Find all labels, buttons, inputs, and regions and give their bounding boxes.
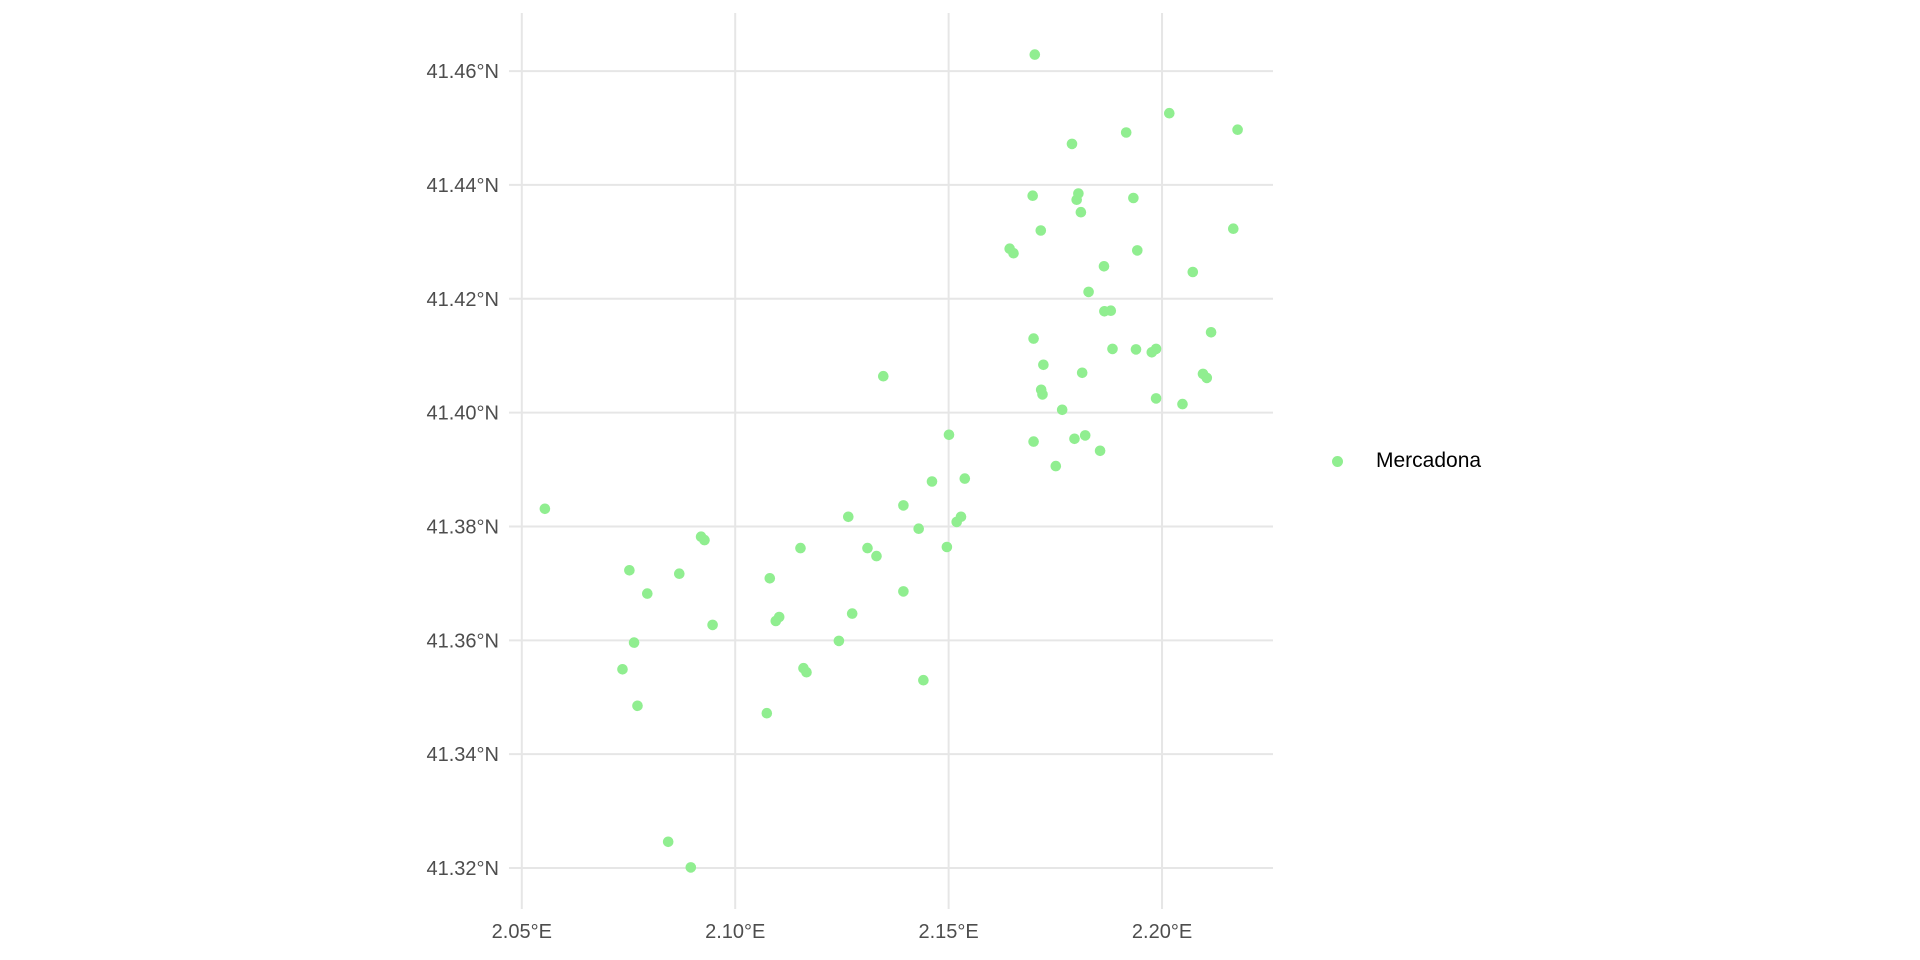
data-point (685, 862, 697, 873)
data-point (1076, 367, 1088, 379)
data-point (1205, 327, 1217, 338)
data-point (1050, 460, 1062, 472)
data-point (918, 674, 929, 686)
legend-key-mercadona-icon (1332, 455, 1343, 467)
data-point (833, 635, 845, 647)
data-point (843, 511, 854, 523)
y-axis-tick-label: 41.40°N (427, 403, 500, 425)
x-axis-tick-label: 2.05°E (492, 921, 552, 943)
data-point (642, 588, 653, 599)
data-point (699, 534, 710, 546)
data-point (1038, 359, 1049, 371)
data-point (539, 503, 551, 515)
data-point (624, 565, 635, 576)
data-point (941, 541, 953, 553)
data-point (1069, 433, 1080, 445)
data-point (926, 476, 938, 487)
data-point (1079, 430, 1091, 441)
data-point (1066, 138, 1078, 150)
data-point (1132, 245, 1143, 256)
data-point (617, 664, 628, 675)
data-point (662, 836, 674, 848)
y-axis-tick-label: 41.44°N (427, 175, 500, 197)
data-point (707, 619, 718, 631)
data-point (1028, 333, 1039, 344)
data-point (1177, 398, 1188, 410)
data-point (674, 568, 685, 579)
data-point (955, 511, 967, 523)
data-point (943, 429, 955, 441)
y-axis-tick-label: 41.34°N (427, 744, 500, 766)
data-point (1201, 372, 1213, 384)
data-point (1107, 343, 1118, 355)
legend: Mercadona (1326, 446, 1481, 476)
data-point (795, 542, 806, 554)
data-point (1164, 107, 1175, 119)
data-point (913, 523, 924, 534)
data-point (632, 700, 643, 712)
data-point (1098, 261, 1110, 272)
data-point (1037, 389, 1048, 400)
data-point (1150, 393, 1162, 404)
data-point (871, 550, 882, 562)
data-point (628, 637, 640, 648)
data-point (898, 586, 909, 597)
data-point (1029, 49, 1041, 60)
data-point (1056, 404, 1068, 416)
data-point (846, 608, 858, 619)
data-point (862, 542, 873, 554)
data-point (1075, 206, 1087, 218)
data-point (1094, 445, 1106, 457)
data-point (1028, 436, 1039, 447)
data-point (1128, 192, 1139, 204)
data-point (959, 473, 971, 484)
data-point (761, 707, 773, 719)
data-point (1228, 223, 1239, 234)
y-axis-tick-label: 41.36°N (427, 630, 500, 652)
data-point (1187, 266, 1199, 278)
x-axis-tick-label: 2.15°E (918, 921, 978, 943)
data-point (878, 370, 889, 382)
data-point (1008, 247, 1019, 259)
y-axis-tick-label: 41.46°N (427, 61, 500, 83)
data-point (1120, 127, 1132, 138)
data-point (764, 573, 776, 584)
data-point (898, 500, 909, 511)
data-point (1083, 286, 1094, 298)
x-axis-tick-label: 2.20°E (1132, 921, 1192, 943)
y-axis-tick-label: 41.38°N (427, 516, 500, 538)
data-point (1035, 225, 1047, 236)
x-axis-tick-label: 2.10°E (705, 921, 765, 943)
y-axis-tick-label: 41.42°N (427, 289, 500, 311)
data-point (801, 666, 812, 678)
data-point (1027, 190, 1038, 201)
legend-label-mercadona: Mercadona (1376, 449, 1482, 472)
y-axis-tick-label: 41.32°N (427, 858, 500, 880)
data-point (773, 611, 785, 623)
data-point (1232, 124, 1243, 135)
data-point (1150, 343, 1162, 355)
data-point (1071, 194, 1082, 205)
data-point (1105, 305, 1117, 317)
data-point (1130, 344, 1142, 355)
